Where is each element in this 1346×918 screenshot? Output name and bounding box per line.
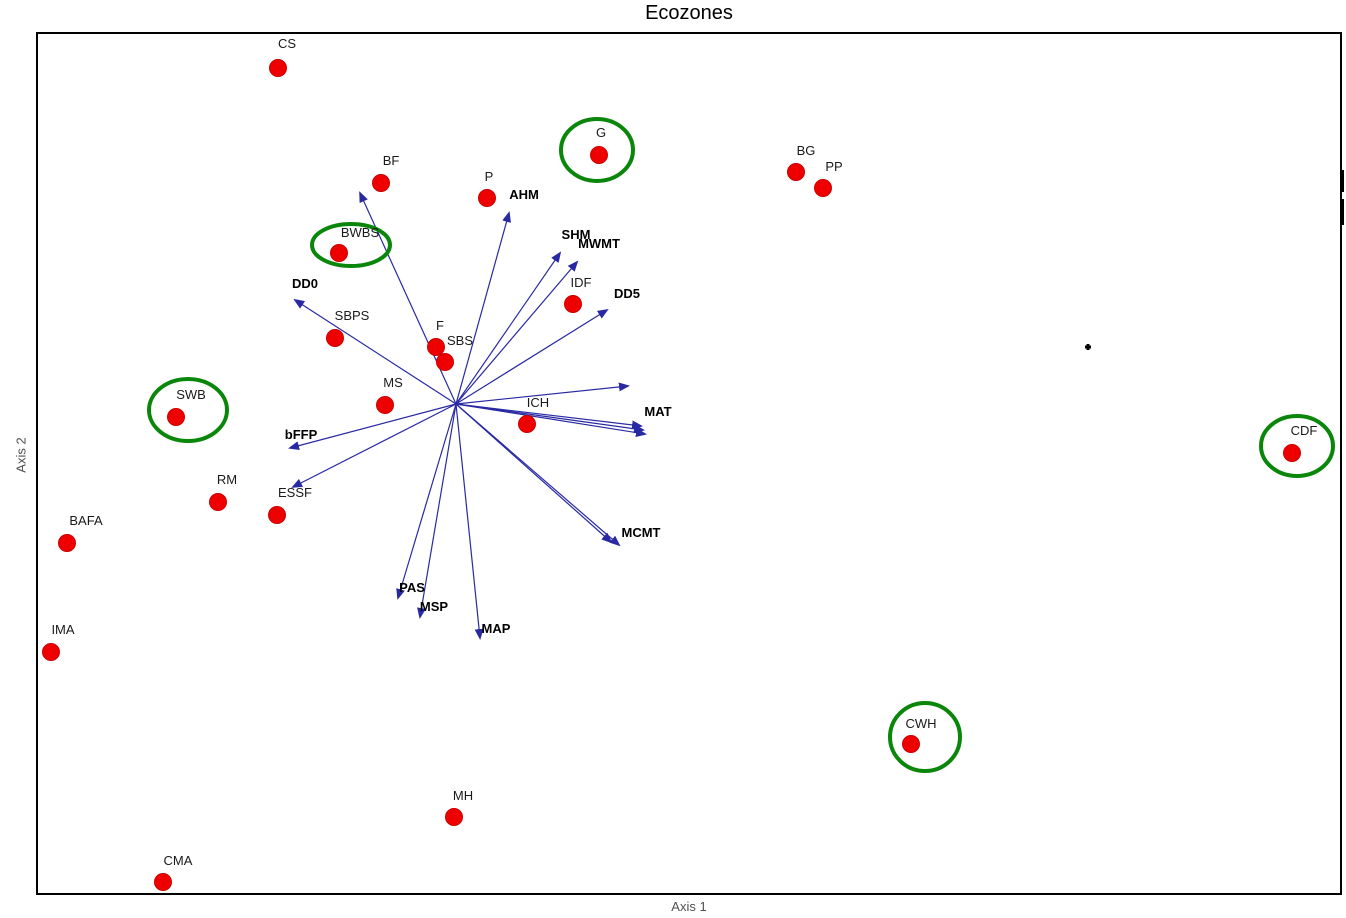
point-label-SBPS: SBPS bbox=[335, 308, 370, 323]
point-dot-BG bbox=[787, 163, 805, 181]
vector-label-MWMT: MWMT bbox=[578, 236, 620, 251]
vector-arrow-mcmt-2 bbox=[455, 403, 621, 547]
point-label-P: P bbox=[485, 169, 494, 184]
point-label-SWB: SWB bbox=[176, 387, 206, 402]
point-dot-SWB bbox=[167, 408, 185, 426]
point-label-PP: PP bbox=[825, 159, 842, 174]
point-label-IDF: IDF bbox=[571, 275, 592, 290]
point-dot-IMA bbox=[42, 643, 60, 661]
point-dot-CS bbox=[269, 59, 287, 77]
chart-title: Ecozones bbox=[645, 2, 733, 24]
point-dot-BAFA bbox=[58, 534, 76, 552]
point-dot-BF bbox=[372, 174, 390, 192]
point-dot-PP bbox=[814, 179, 832, 197]
vector-arrow-mat-cluster-3 bbox=[455, 403, 647, 438]
extra-marker-stray-plus bbox=[1085, 344, 1091, 350]
point-dot-CDF bbox=[1283, 444, 1301, 462]
vector-arrow-MAP bbox=[455, 403, 484, 640]
vector-arrow-SHM bbox=[455, 251, 562, 405]
point-label-ESSF: ESSF bbox=[278, 485, 312, 500]
vector-label-SHM: SHM bbox=[562, 227, 591, 242]
point-label-F: F bbox=[436, 318, 444, 333]
vector-arrow-bFFP bbox=[288, 403, 457, 451]
vector-arrow-unlabeled-right bbox=[455, 382, 630, 405]
point-dot-G bbox=[590, 146, 608, 164]
point-dot-SBPS bbox=[326, 329, 344, 347]
vector-label-MSP: MSP bbox=[420, 599, 449, 614]
point-dot-ICH bbox=[518, 415, 536, 433]
point-dot-SBS bbox=[436, 353, 454, 371]
point-dot-IDF bbox=[564, 295, 582, 313]
highlight-circle-SWB bbox=[147, 377, 229, 443]
point-label-BAFA: BAFA bbox=[69, 513, 103, 528]
vector-arrow-MAT bbox=[455, 403, 643, 430]
extra-marker-edge-fragment-2 bbox=[1340, 199, 1344, 225]
point-dot-BWBS bbox=[330, 244, 348, 262]
vector-label-MAP: MAP bbox=[482, 621, 511, 636]
vector-arrow-MSP bbox=[417, 403, 457, 619]
point-label-G: G bbox=[596, 125, 606, 140]
plot-frame bbox=[36, 32, 1342, 895]
highlight-circle-CDF bbox=[1259, 414, 1335, 478]
vector-label-MCMT: MCMT bbox=[622, 525, 661, 540]
point-label-CWH: CWH bbox=[905, 716, 936, 731]
point-dot-CMA bbox=[154, 873, 172, 891]
point-dot-ESSF bbox=[268, 506, 286, 524]
vector-label-DD5: DD5 bbox=[614, 286, 640, 301]
point-dot-MS bbox=[376, 396, 394, 414]
vector-label-AHM: AHM bbox=[509, 187, 539, 202]
vector-label-MAT: MAT bbox=[644, 404, 671, 419]
point-label-ICH: ICH bbox=[527, 395, 549, 410]
point-label-MS: MS bbox=[383, 375, 403, 390]
point-dot-F bbox=[427, 338, 445, 356]
vector-arrow-DD5 bbox=[455, 308, 609, 405]
point-label-CMA: CMA bbox=[164, 853, 193, 868]
vector-arrow-MWMT bbox=[455, 260, 579, 405]
point-label-MH: MH bbox=[453, 788, 473, 803]
point-dot-RM bbox=[209, 493, 227, 511]
vector-arrow-AHM bbox=[455, 211, 511, 405]
point-label-BG: BG bbox=[797, 143, 816, 158]
point-label-IMA: IMA bbox=[51, 622, 74, 637]
x-axis-label: Axis 1 bbox=[671, 899, 707, 914]
vector-arrow-mat-cluster-2 bbox=[455, 403, 645, 434]
point-label-BF: BF bbox=[383, 153, 400, 168]
extra-marker-edge-fragment-1 bbox=[1340, 170, 1344, 192]
point-label-RM: RM bbox=[217, 472, 237, 487]
vector-label-PAS: PAS bbox=[399, 580, 425, 595]
vector-label-bFFP: bFFP bbox=[285, 427, 318, 442]
vector-arrow-DD0 bbox=[293, 298, 457, 405]
point-label-CDF: CDF bbox=[1291, 423, 1318, 438]
highlight-circle-CWH bbox=[888, 701, 962, 773]
point-dot-P bbox=[478, 189, 496, 207]
highlight-circle-G bbox=[559, 117, 635, 183]
point-label-BWBS: BWBS bbox=[341, 225, 380, 240]
point-label-SBS: SBS bbox=[447, 333, 473, 348]
vector-arrow-unlabeled-down bbox=[291, 403, 457, 488]
vector-label-DD0: DD0 bbox=[292, 276, 318, 291]
highlight-circle-BWBS bbox=[310, 222, 392, 268]
y-axis-label: Axis 2 bbox=[13, 437, 29, 473]
point-label-CS: CS bbox=[278, 36, 296, 51]
point-dot-MH bbox=[445, 808, 463, 826]
vector-arrow-PAS bbox=[396, 403, 457, 600]
point-dot-CWH bbox=[902, 735, 920, 753]
